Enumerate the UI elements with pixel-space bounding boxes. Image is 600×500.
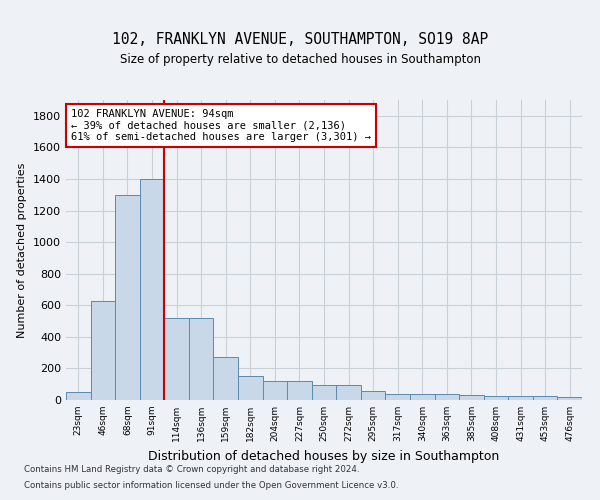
Text: 102, FRANKLYN AVENUE, SOUTHAMPTON, SO19 8AP: 102, FRANKLYN AVENUE, SOUTHAMPTON, SO19 … — [112, 32, 488, 48]
Text: Contains public sector information licensed under the Open Government Licence v3: Contains public sector information licen… — [24, 480, 398, 490]
Text: Contains HM Land Registry data © Crown copyright and database right 2024.: Contains HM Land Registry data © Crown c… — [24, 466, 359, 474]
Bar — [164, 318, 189, 400]
Bar — [533, 396, 557, 400]
Bar — [336, 385, 361, 400]
Bar — [385, 394, 410, 400]
Bar — [312, 385, 336, 400]
Bar — [214, 358, 238, 400]
Text: 102 FRANKLYN AVENUE: 94sqm
← 39% of detached houses are smaller (2,136)
61% of s: 102 FRANKLYN AVENUE: 94sqm ← 39% of deta… — [71, 109, 371, 142]
Bar — [434, 394, 459, 400]
X-axis label: Distribution of detached houses by size in Southampton: Distribution of detached houses by size … — [148, 450, 500, 462]
Y-axis label: Number of detached properties: Number of detached properties — [17, 162, 28, 338]
Bar — [238, 376, 263, 400]
Bar — [91, 300, 115, 400]
Bar — [189, 318, 214, 400]
Bar — [484, 396, 508, 400]
Bar — [508, 396, 533, 400]
Bar — [115, 194, 140, 400]
Bar — [287, 381, 312, 400]
Bar — [361, 392, 385, 400]
Bar — [557, 397, 582, 400]
Bar — [66, 392, 91, 400]
Bar — [459, 396, 484, 400]
Bar — [410, 394, 434, 400]
Text: Size of property relative to detached houses in Southampton: Size of property relative to detached ho… — [119, 52, 481, 66]
Bar — [140, 179, 164, 400]
Bar — [263, 381, 287, 400]
